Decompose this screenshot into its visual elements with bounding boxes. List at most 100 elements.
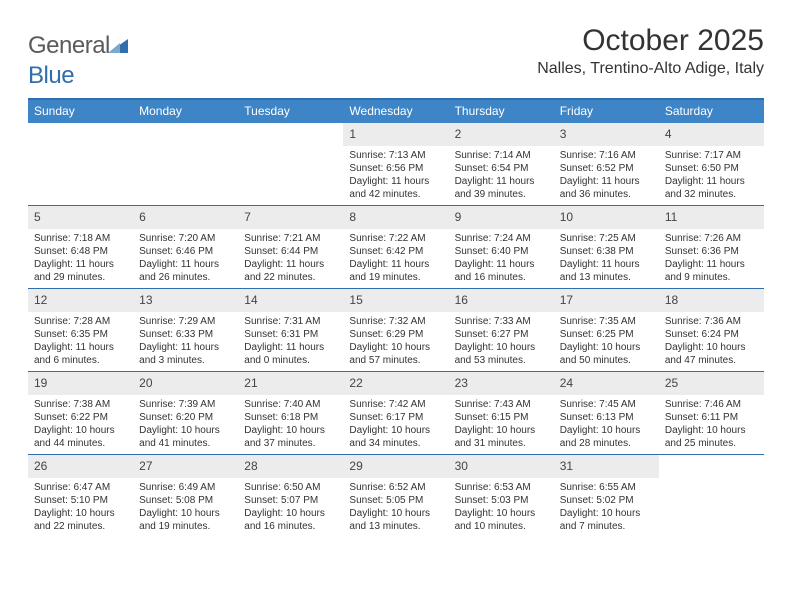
calendar-day-cell: 22Sunrise: 7:42 AMSunset: 6:17 PMDayligh… [343, 372, 448, 454]
day-number-row: 9 [449, 206, 554, 229]
calendar-week-row: 12Sunrise: 7:28 AMSunset: 6:35 PMDayligh… [28, 289, 764, 372]
day-number-row: 3 [554, 123, 659, 146]
day-details: Sunrise: 7:46 AMSunset: 6:11 PMDaylight:… [659, 395, 764, 454]
calendar-day-cell: 25 Sunrise: 7:46 AMSunset: 6:11 PMDayligh… [659, 372, 764, 454]
day-number-row: 28 [238, 455, 343, 478]
day-number-row: 27 [133, 455, 238, 478]
calendar-day-cell [238, 123, 343, 205]
weekday-header: Sunday [28, 100, 133, 123]
day-details: Sunrise: 7:20 AMSunset: 6:46 PMDaylight:… [133, 229, 238, 288]
day-number-row: 15 [343, 289, 448, 312]
day-number-row: 17 [554, 289, 659, 312]
day-number: 4 [665, 127, 672, 141]
day-details: Sunrise: 6:52 AMSunset: 5:05 PMDaylight:… [343, 478, 448, 537]
day-details: Sunrise: 7:33 AMSunset: 6:27 PMDaylight:… [449, 312, 554, 371]
calendar-grid: SundayMondayTuesdayWednesdayThursdayFrid… [28, 98, 764, 537]
day-number-row: 25 [659, 372, 764, 395]
weeks-container: 1Sunrise: 7:13 AMSunset: 6:56 PMDaylight… [28, 123, 764, 537]
calendar-day-cell: 4 Sunrise: 7:17 AMSunset: 6:50 PMDaylight… [659, 123, 764, 205]
day-number-row: 8 [343, 206, 448, 229]
calendar-day-cell: 20 Sunrise: 7:39 AMSunset: 6:20 PMDayligh… [133, 372, 238, 454]
day-number-row: 7 [238, 206, 343, 229]
day-number: 14 [244, 293, 257, 307]
day-details: Sunrise: 7:16 AMSunset: 6:52 PMDaylight:… [554, 146, 659, 205]
day-number: 18 [665, 293, 678, 307]
weekday-header: Tuesday [238, 100, 343, 123]
day-details: Sunrise: 7:29 AMSunset: 6:33 PMDaylight:… [133, 312, 238, 371]
calendar-page: GeneralBlue October 2025 Nalles, Trentin… [0, 0, 792, 537]
day-number: 13 [139, 293, 152, 307]
day-number-row: 29 [343, 455, 448, 478]
day-number: 15 [349, 293, 362, 307]
weekday-header: Wednesday [343, 100, 448, 123]
day-number: 17 [560, 293, 573, 307]
calendar-day-cell: 12Sunrise: 7:28 AMSunset: 6:35 PMDayligh… [28, 289, 133, 371]
calendar-week-row: 26Sunrise: 6:47 AMSunset: 5:10 PMDayligh… [28, 455, 764, 537]
day-number-row: 18 [659, 289, 764, 312]
calendar-day-cell: 27Sunrise: 6:49 AMSunset: 5:08 PMDayligh… [133, 455, 238, 537]
day-details: Sunrise: 7:13 AMSunset: 6:56 PMDaylight:… [343, 146, 448, 205]
day-details: Sunrise: 7:35 AMSunset: 6:25 PMDaylight:… [554, 312, 659, 371]
day-number-row: 16 [449, 289, 554, 312]
calendar-day-cell: 21Sunrise: 7:40 AMSunset: 6:18 PMDayligh… [238, 372, 343, 454]
day-number-row: 24 [554, 372, 659, 395]
brand-logo: GeneralBlue [28, 32, 128, 90]
day-details: Sunrise: 7:26 AMSunset: 6:36 PMDaylight:… [659, 229, 764, 288]
calendar-day-cell: 1Sunrise: 7:13 AMSunset: 6:56 PMDaylight… [343, 123, 448, 205]
calendar-day-cell: 16 Sunrise: 7:33 AMSunset: 6:27 PMDayligh… [449, 289, 554, 371]
day-number: 2 [455, 127, 462, 141]
calendar-week-row: 1Sunrise: 7:13 AMSunset: 6:56 PMDaylight… [28, 123, 764, 206]
day-number-row: 22 [343, 372, 448, 395]
day-details: Sunrise: 6:53 AMSunset: 5:03 PMDaylight:… [449, 478, 554, 537]
calendar-day-cell: 11Sunrise: 7:26 AMSunset: 6:36 PMDayligh… [659, 206, 764, 288]
day-number: 28 [244, 459, 257, 473]
day-number-row: 2 [449, 123, 554, 146]
calendar-day-cell: 3Sunrise: 7:16 AMSunset: 6:52 PMDaylight… [554, 123, 659, 205]
day-details: Sunrise: 7:18 AMSunset: 6:48 PMDaylight:… [28, 229, 133, 288]
day-details: Sunrise: 7:39 AMSunset: 6:20 PMDaylight:… [133, 395, 238, 454]
day-number: 10 [560, 210, 573, 224]
day-number: 31 [560, 459, 573, 473]
day-number: 12 [34, 293, 47, 307]
brand-text-1: General [28, 32, 110, 59]
calendar-day-cell: 8Sunrise: 7:22 AMSunset: 6:42 PMDaylight… [343, 206, 448, 288]
day-number: 22 [349, 376, 362, 390]
day-number: 23 [455, 376, 468, 390]
location-text: Nalles, Trentino-Alto Adige, Italy [537, 60, 764, 78]
day-number: 6 [139, 210, 146, 224]
calendar-week-row: 5Sunrise: 7:18 AMSunset: 6:48 PMDaylight… [28, 206, 764, 289]
calendar-day-cell [133, 123, 238, 205]
calendar-day-cell: 6 Sunrise: 7:20 AMSunset: 6:46 PMDaylight… [133, 206, 238, 288]
day-number: 16 [455, 293, 468, 307]
calendar-day-cell: 24Sunrise: 7:45 AMSunset: 6:13 PMDayligh… [554, 372, 659, 454]
calendar-day-cell: 18 Sunrise: 7:36 AMSunset: 6:24 PMDayligh… [659, 289, 764, 371]
calendar-day-cell: 30Sunrise: 6:53 AMSunset: 5:03 PMDayligh… [449, 455, 554, 537]
calendar-day-cell: 31Sunrise: 6:55 AMSunset: 5:02 PMDayligh… [554, 455, 659, 537]
day-number-row: 13 [133, 289, 238, 312]
day-number: 24 [560, 376, 573, 390]
calendar-day-cell: 14Sunrise: 7:31 AMSunset: 6:31 PMDayligh… [238, 289, 343, 371]
calendar-day-cell: 19 Sunrise: 7:38 AMSunset: 6:22 PMDayligh… [28, 372, 133, 454]
day-details: Sunrise: 6:47 AMSunset: 5:10 PMDaylight:… [28, 478, 133, 537]
calendar-day-cell: 26Sunrise: 6:47 AMSunset: 5:10 PMDayligh… [28, 455, 133, 537]
day-number: 25 [665, 376, 678, 390]
day-details: Sunrise: 7:21 AMSunset: 6:44 PMDaylight:… [238, 229, 343, 288]
day-details: Sunrise: 7:17 AMSunset: 6:50 PMDaylight:… [659, 146, 764, 205]
day-number-row: 10 [554, 206, 659, 229]
day-number: 29 [349, 459, 362, 473]
day-details: Sunrise: 7:36 AMSunset: 6:24 PMDaylight:… [659, 312, 764, 371]
title-block: October 2025 Nalles, Trentino-Alto Adige… [537, 24, 764, 78]
day-number-row: 26 [28, 455, 133, 478]
day-number-row: 11 [659, 206, 764, 229]
day-number: 20 [139, 376, 152, 390]
day-details: Sunrise: 7:38 AMSunset: 6:22 PMDaylight:… [28, 395, 133, 454]
calendar-day-cell: 29 Sunrise: 6:52 AMSunset: 5:05 PMDayligh… [343, 455, 448, 537]
day-number: 8 [349, 210, 356, 224]
day-number: 19 [34, 376, 47, 390]
weekday-header: Thursday [449, 100, 554, 123]
day-number-row: 21 [238, 372, 343, 395]
day-number: 27 [139, 459, 152, 473]
calendar-day-cell: 2Sunrise: 7:14 AMSunset: 6:54 PMDaylight… [449, 123, 554, 205]
day-number-row: 1 [343, 123, 448, 146]
calendar-day-cell: 15Sunrise: 7:32 AMSunset: 6:29 PMDayligh… [343, 289, 448, 371]
